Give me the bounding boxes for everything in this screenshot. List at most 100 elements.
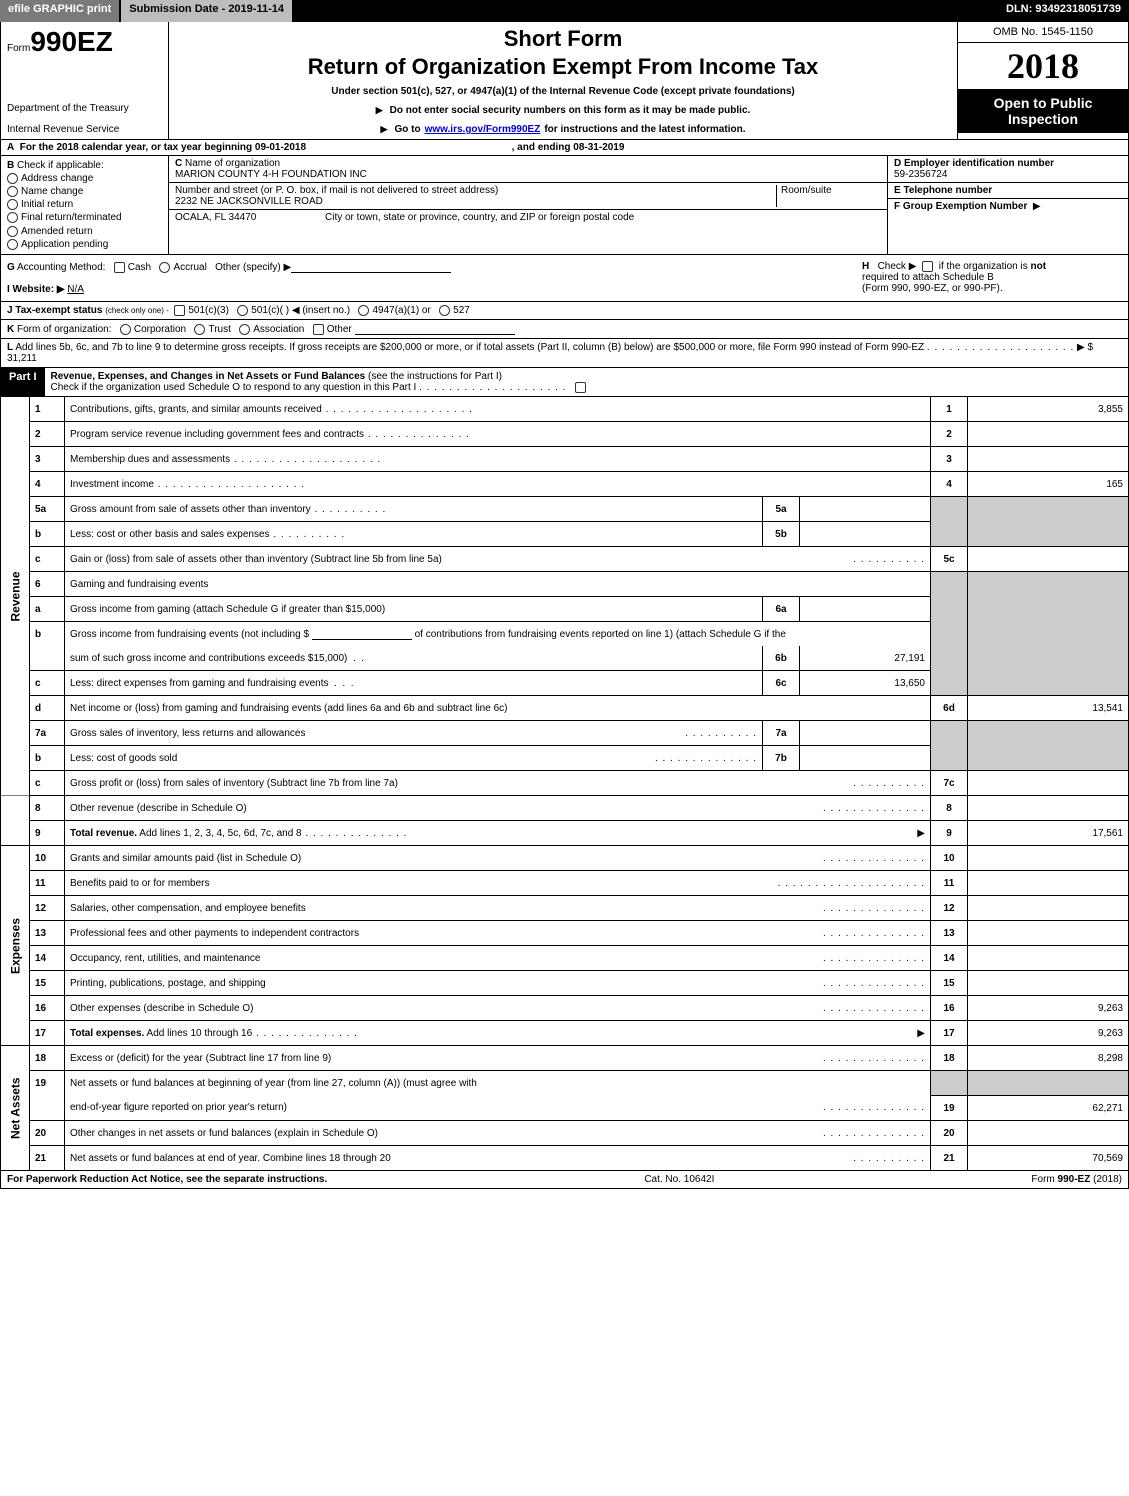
cash-checkbox[interactable] — [114, 262, 125, 273]
l7b-no: b — [30, 746, 65, 771]
street-label: Number and street (or P. O. box, if mail… — [175, 185, 776, 196]
501c-checkbox[interactable] — [237, 305, 248, 316]
l15-desc-text: Printing, publications, postage, and shi… — [70, 978, 266, 989]
l9-val: 17,561 — [968, 821, 1129, 846]
top-bar: efile GRAPHIC print Submission Date - 20… — [0, 0, 1129, 22]
l5c-desc: Gain or (loss) from sale of assets other… — [65, 547, 931, 572]
l5a-desc: Gross amount from sale of assets other t… — [65, 497, 763, 522]
initial-checkbox[interactable] — [7, 199, 18, 210]
pending-checkbox[interactable] — [7, 239, 18, 250]
l7b-desc: Less: cost of goods sold — [65, 746, 763, 771]
line-19-1: 19 Net assets or fund balances at beginn… — [1, 1071, 1129, 1096]
l6b-blank[interactable] — [312, 628, 412, 640]
schedule-o-checkbox[interactable] — [575, 382, 586, 393]
l5-greybox2 — [968, 497, 1129, 547]
other-specify-blank[interactable] — [291, 261, 451, 273]
l6-greybox1 — [931, 572, 968, 696]
city-label: City or town, state or province, country… — [315, 212, 881, 252]
l10-boxno: 10 — [931, 846, 968, 871]
l-text: Add lines 5b, 6c, and 7b to line 9 to de… — [15, 342, 924, 353]
return-title: Return of Organization Exempt From Incom… — [175, 54, 951, 80]
header-right: OMB No. 1545-1150 2018 Open to Public In… — [957, 22, 1128, 139]
name-change-checkbox[interactable] — [7, 186, 18, 197]
l7c-no: c — [30, 771, 65, 796]
l14-val — [968, 946, 1129, 971]
accrual-checkbox[interactable] — [159, 262, 170, 273]
final-checkbox[interactable] — [7, 212, 18, 223]
city-row: OCALA, FL 34470 City or town, state or p… — [169, 210, 887, 254]
l8-desc-text: Other revenue (describe in Schedule O) — [70, 803, 247, 814]
l12-no: 12 — [30, 896, 65, 921]
l1-desc: Contributions, gifts, grants, and simila… — [65, 397, 931, 422]
c-label: C — [175, 158, 182, 169]
j-note: (check only one) - — [105, 306, 169, 315]
l4-no: 4 — [30, 472, 65, 497]
dept-treasury: Department of the Treasury — [7, 103, 162, 114]
line-16: 16 Other expenses (describe in Schedule … — [1, 996, 1129, 1021]
l6c-subno: 6c — [763, 671, 800, 696]
efile-print-button[interactable]: efile GRAPHIC print — [0, 0, 121, 22]
trust-checkbox[interactable] — [194, 324, 205, 335]
l-label: L — [7, 342, 13, 353]
l15-boxno: 15 — [931, 971, 968, 996]
527-checkbox[interactable] — [439, 305, 450, 316]
part-i-note: (see the instructions for Part I) — [368, 371, 502, 382]
line-10: Expenses 10 Grants and similar amounts p… — [1, 846, 1129, 871]
l21-desc: Net assets or fund balances at end of ye… — [65, 1146, 931, 1171]
website-value: N/A — [67, 284, 84, 295]
initial-label: Initial return — [21, 199, 73, 210]
footer-left: For Paperwork Reduction Act Notice, see … — [7, 1174, 327, 1185]
l6-desc: Gaming and fundraising events — [65, 572, 931, 597]
line-1: Revenue 1 Contributions, gifts, grants, … — [1, 397, 1129, 422]
street-row: Number and street (or P. O. box, if mail… — [169, 183, 887, 210]
l6b-desc1: Gross income from fundraising events (no… — [65, 622, 931, 647]
h-checkbox[interactable] — [922, 261, 933, 272]
assoc-checkbox[interactable] — [239, 324, 250, 335]
l5b-no: b — [30, 522, 65, 547]
l17-val: 9,263 — [968, 1021, 1129, 1046]
k-label: K — [7, 324, 14, 335]
l7c-val — [968, 771, 1129, 796]
instr2-pre: Go to — [394, 124, 420, 135]
corp-checkbox[interactable] — [120, 324, 131, 335]
l19-no2 — [30, 1096, 65, 1121]
l17-desc: Total expenses. Add lines 10 through 16▶ — [65, 1021, 931, 1046]
l13-desc-text: Professional fees and other payments to … — [70, 928, 359, 939]
l1-no: 1 — [30, 397, 65, 422]
l14-boxno: 14 — [931, 946, 968, 971]
addr-change-checkbox[interactable] — [7, 173, 18, 184]
l19-desc2: end-of-year figure reported on prior yea… — [65, 1096, 931, 1121]
amended-checkbox[interactable] — [7, 226, 18, 237]
submission-date: Submission Date - 2019-11-14 — [121, 0, 292, 22]
l4-desc-text: Investment income — [70, 479, 154, 490]
l13-val — [968, 921, 1129, 946]
line-6d: d Net income or (loss) from gaming and f… — [1, 696, 1129, 721]
l15-val — [968, 971, 1129, 996]
l12-desc-text: Salaries, other compensation, and employ… — [70, 903, 306, 914]
other-org-checkbox[interactable] — [313, 324, 324, 335]
accounting-method: G Accounting Method: Cash Accrual Other … — [7, 261, 451, 295]
other-org-blank[interactable] — [355, 323, 515, 335]
group-exemption-row: F Group Exemption Number ▶ — [888, 199, 1128, 254]
irs-link[interactable]: www.irs.gov/Form990EZ — [425, 124, 541, 135]
footer-right-pre: Form — [1031, 1174, 1057, 1185]
l18-no: 18 — [30, 1046, 65, 1071]
assoc-label: Association — [253, 324, 304, 335]
501c3-checkbox[interactable] — [174, 305, 185, 316]
part-i-badge: Part I — [1, 368, 45, 396]
netassets-side-label: Net Assets — [1, 1046, 30, 1171]
l3-desc-text: Membership dues and assessments — [70, 454, 230, 465]
footer-mid: Cat. No. 10642I — [644, 1174, 714, 1185]
l7a-desc: Gross sales of inventory, less returns a… — [65, 721, 763, 746]
l13-no: 13 — [30, 921, 65, 946]
l7c-boxno: 7c — [931, 771, 968, 796]
l4-boxno: 4 — [931, 472, 968, 497]
h-text3: (Form 990, 990-EZ, or 990-PF). — [862, 283, 1003, 294]
l8-no: 8 — [30, 796, 65, 821]
l5a-subval — [800, 497, 931, 522]
501c3-label: 501(c)(3) — [188, 305, 229, 316]
part-i-desc: Revenue, Expenses, and Changes in Net As… — [45, 368, 1128, 396]
4947-checkbox[interactable] — [358, 305, 369, 316]
l12-boxno: 12 — [931, 896, 968, 921]
h-block: H Check ▶ if the organization is not req… — [862, 261, 1122, 295]
